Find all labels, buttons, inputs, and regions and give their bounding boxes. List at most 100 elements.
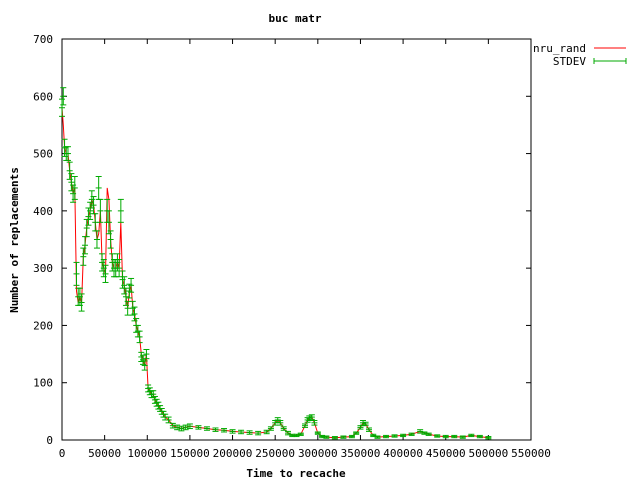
stdev-point [365, 427, 372, 432]
stdev-point [267, 426, 274, 431]
y-tick-label: 0 [46, 434, 53, 447]
y-tick-label: 700 [33, 33, 53, 46]
x-tick-label: 0 [59, 447, 66, 460]
stdev-point [468, 433, 475, 438]
stdev-point [83, 218, 90, 238]
stdev-point [116, 259, 123, 278]
stdev-point [459, 435, 466, 439]
stdev-point [277, 420, 284, 426]
stdev-point [297, 432, 304, 436]
series-line-nru-rand [61, 107, 489, 439]
stdev-point [308, 414, 315, 420]
stdev-point [102, 264, 109, 283]
stdev-point [78, 293, 85, 312]
x-tick-label: 550000 [511, 447, 551, 460]
stdev-point [124, 300, 131, 316]
y-tick-label: 200 [33, 319, 53, 332]
stdev-point [73, 261, 80, 286]
stdev-point [186, 423, 193, 430]
x-tick-label: 200000 [213, 447, 253, 460]
stdev-point [221, 428, 228, 433]
stdev-point [255, 430, 262, 436]
stdev-point [451, 434, 458, 439]
x-tick-label: 150000 [170, 447, 210, 460]
x-tick-label: 400000 [383, 447, 423, 460]
stdev-point [195, 425, 202, 430]
stdev-point [331, 436, 338, 440]
y-tick-label: 100 [33, 377, 53, 390]
x-tick-label: 50000 [88, 447, 121, 460]
stdev-point [274, 417, 281, 423]
stdev-point [174, 424, 181, 431]
stdev-point [302, 423, 309, 428]
y-axis: 0 100 200 300 400 500 600 700 [33, 33, 531, 447]
stdev-point [60, 87, 67, 106]
stdev-point [348, 434, 355, 439]
x-axis-label: Time to recache [246, 467, 346, 480]
y-axis-label: Number of replacements [8, 167, 21, 313]
x-tick-label: 350000 [341, 447, 381, 460]
y-tick-label: 500 [33, 148, 53, 161]
stdev-point [391, 434, 398, 438]
stdev-point [169, 422, 176, 429]
x-tick-label: 100000 [127, 447, 167, 460]
legend-label-stdev: STDEV [553, 55, 586, 68]
y-tick-label: 600 [33, 90, 53, 103]
chart-title: buc matr [269, 12, 322, 25]
stdev-point [95, 175, 102, 200]
stdev-point [229, 429, 236, 434]
stdev-point [340, 435, 347, 439]
plot-frame [61, 38, 532, 441]
stdev-point [93, 230, 100, 249]
stdev-point [434, 434, 441, 438]
plot-area [59, 87, 492, 440]
stdev-point [165, 416, 172, 424]
stdev-point [425, 432, 432, 436]
stdev-point [141, 360, 148, 371]
stdev-point [64, 146, 71, 161]
stdev-point [314, 431, 321, 435]
stdev-point [357, 425, 364, 430]
stdev-point [374, 435, 381, 439]
stdev-point [476, 434, 483, 439]
stdev-point [400, 433, 407, 438]
stdev-point [485, 436, 492, 440]
y-tick-label: 300 [33, 262, 53, 275]
stdev-point [212, 427, 219, 432]
x-axis: 0 50000 100000 150000 200000 250000 300000 3500… [59, 39, 551, 460]
stdev-point [442, 434, 449, 439]
stdev-point [272, 420, 279, 426]
stdev-point [319, 434, 326, 439]
y-tick-label: 400 [33, 205, 53, 218]
stdev-point [59, 98, 65, 117]
stdev-point [92, 213, 99, 232]
x-tick-label: 450000 [426, 447, 466, 460]
stdev-point [362, 421, 369, 427]
stdev-point [178, 425, 185, 432]
stdev-point [136, 330, 143, 344]
stdev-point [107, 230, 114, 249]
stdev-point [143, 348, 150, 360]
stdev-point [246, 430, 253, 435]
stdev-point [71, 175, 78, 200]
legend-label-nru-rand: nru_rand [533, 42, 586, 55]
x-tick-label: 300000 [298, 447, 338, 460]
stdev-point [383, 434, 390, 439]
stdev-point [323, 435, 330, 439]
stdev-point [311, 420, 318, 426]
stdev-point [128, 277, 135, 293]
stdev-point [353, 431, 360, 435]
stdev-point [87, 201, 94, 220]
x-tick-label: 250000 [255, 447, 295, 460]
stdev-point [238, 429, 245, 435]
stdev-point [182, 424, 189, 431]
stdev-point [280, 426, 287, 431]
stdev-point [97, 198, 104, 223]
stdev-point [117, 198, 124, 223]
stdev-point [408, 432, 415, 436]
x-tick-label: 500000 [468, 447, 508, 460]
stdev-point [203, 426, 210, 431]
stdev-point [284, 430, 291, 436]
